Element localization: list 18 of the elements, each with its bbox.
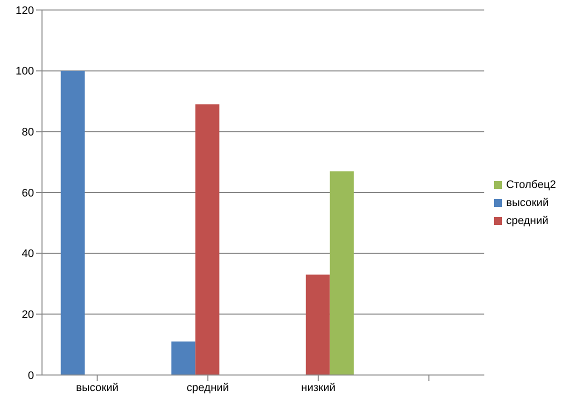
- bar: [171, 342, 196, 375]
- legend-label: высокий: [506, 196, 549, 208]
- y-tick-label: 120: [16, 4, 34, 17]
- bar: [195, 104, 220, 375]
- y-tick-label: 100: [16, 66, 34, 78]
- y-tick-label: 60: [22, 187, 34, 200]
- x-tick-label: низкий: [301, 382, 336, 394]
- bar: [330, 171, 354, 375]
- x-tick-label: средний: [186, 382, 229, 394]
- legend-label: Столбец2: [506, 178, 556, 190]
- y-tick-label: 80: [22, 126, 34, 139]
- y-tick-label: 20: [22, 309, 34, 322]
- y-tick-label: 0: [28, 370, 34, 382]
- x-tick-label: высокий: [76, 382, 119, 394]
- bar: [60, 70, 85, 375]
- legend-label: средний: [506, 214, 548, 226]
- bar: [306, 274, 330, 375]
- y-tick-label: 40: [22, 248, 34, 260]
